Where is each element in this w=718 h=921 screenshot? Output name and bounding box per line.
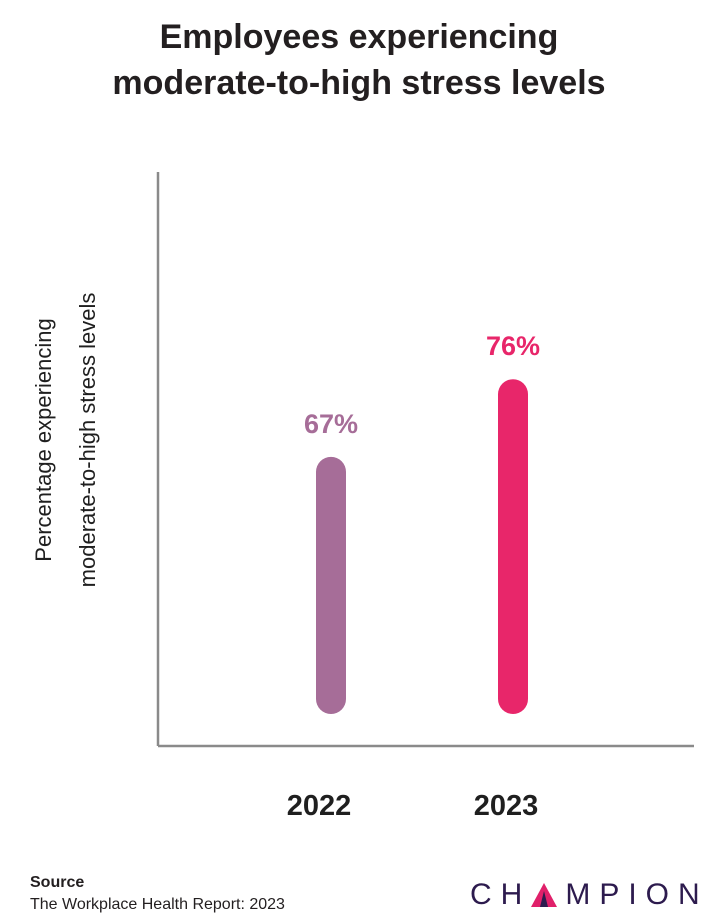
chart-title: Employees experiencing moderate-to-high … <box>0 14 718 106</box>
x-tick-label-2022: 2022 <box>287 790 352 822</box>
data-label-2022: 67% <box>304 409 358 439</box>
chart-title-line-2: moderate-to-high stress levels <box>112 64 606 102</box>
source-note: Source The Workplace Health Report: 2023 <box>30 872 285 916</box>
chart-title-line-1: Employees experiencing <box>159 18 559 56</box>
source-text: The Workplace Health Report: 2023 <box>30 896 285 913</box>
data-label-2023: 76% <box>486 331 540 361</box>
y-axis-label-line-2: moderate-to-high stress levels <box>75 292 100 588</box>
chart-bars <box>316 379 528 714</box>
y-axis-label: Percentage experiencing moderate-to-high… <box>22 210 110 670</box>
chart-labels: 67% 2022 76% 2023 <box>287 331 540 822</box>
champion-logo: CH MPION <box>470 878 709 912</box>
brand-name-start: CH <box>470 878 532 911</box>
chart-axes <box>156 172 694 748</box>
brand-name-end: MPION <box>565 878 709 911</box>
y-axis-label-line-1: Percentage experiencing <box>31 318 56 562</box>
source-heading: Source <box>30 874 85 891</box>
x-tick-label-2023: 2023 <box>474 790 539 822</box>
triangle-a-logo-icon <box>531 883 558 907</box>
